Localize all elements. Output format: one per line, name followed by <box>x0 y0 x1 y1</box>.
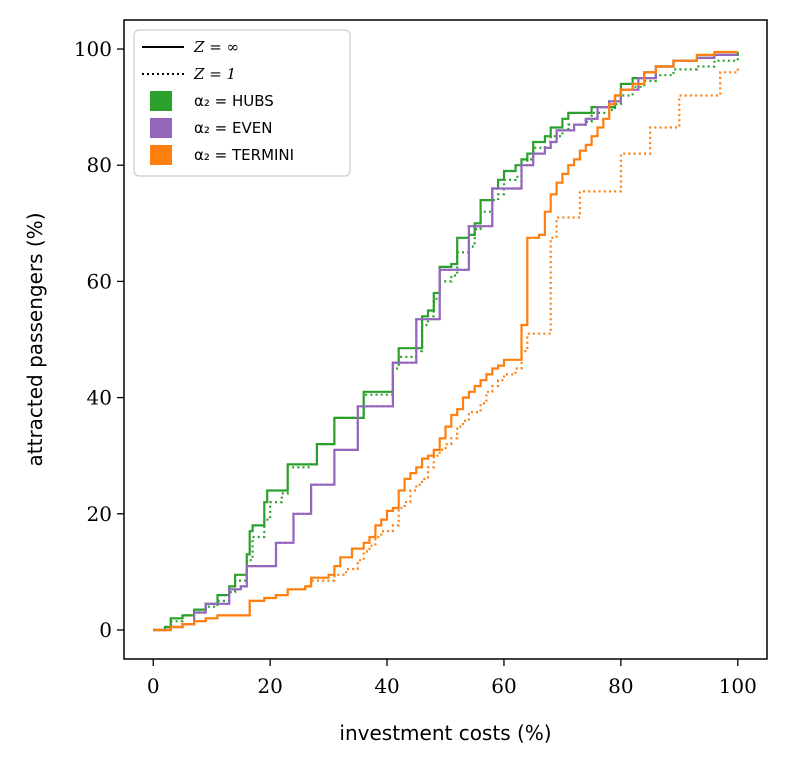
legend-label: α₂ = EVEN <box>194 119 272 137</box>
y-tick-label: 20 <box>87 502 112 526</box>
legend-patch <box>150 145 172 165</box>
legend-label: Z = ∞ <box>193 38 239 56</box>
legend-label: Z = 1 <box>193 65 236 83</box>
y-tick-label: 80 <box>87 153 112 177</box>
y-tick-label: 60 <box>87 269 112 293</box>
x-tick-label: 80 <box>608 674 633 698</box>
series-line-even-z1 <box>153 53 738 632</box>
legend-patch <box>150 118 172 138</box>
y-tick-label: 100 <box>74 37 112 61</box>
plot-frame <box>123 19 768 660</box>
x-tick-label: 40 <box>374 674 399 698</box>
legend-box <box>133 29 351 177</box>
x-tick-label: 100 <box>719 674 757 698</box>
legend-label: α₂ = TERMINI <box>194 146 294 164</box>
y-axis-label: attracted passengers (%) <box>23 213 47 467</box>
x-tick-label: 60 <box>491 674 516 698</box>
series-line-hubs-zinf <box>153 52 739 632</box>
y-tick-label: 40 <box>87 386 112 410</box>
x-axis-label: investment costs (%) <box>339 721 551 745</box>
tick-layer: 0 20 40 60 80 100 0 20 40 60 80 100 <box>74 37 757 698</box>
legend: Z = ∞ Z = 1 α₂ = HUBS α₂ = EVEN α₂ = TERMINI <box>133 29 351 177</box>
series-layer <box>153 50 739 632</box>
series-line-termini-z1 <box>153 66 739 632</box>
legend-patch <box>150 91 172 111</box>
x-tick-label: 0 <box>147 674 160 698</box>
y-tick-label: 0 <box>99 618 112 642</box>
legend-label: α₂ = HUBS <box>194 92 274 110</box>
x-tick-label: 20 <box>257 674 282 698</box>
